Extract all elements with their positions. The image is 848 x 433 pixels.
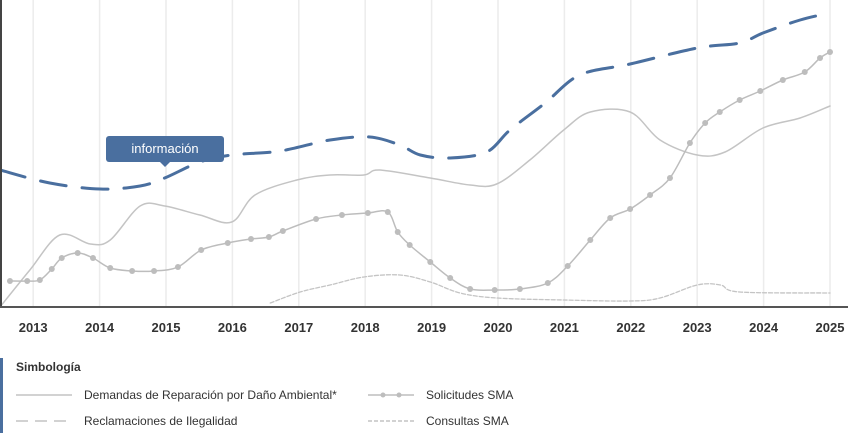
x-tick-label: 2014 (85, 320, 115, 335)
data-point (647, 192, 654, 198)
data-point (716, 109, 723, 115)
x-tick-label: 2025 (815, 320, 845, 335)
data-point (827, 49, 833, 55)
info-tooltip[interactable]: información (106, 136, 224, 167)
data-point (151, 268, 158, 274)
data-point (198, 247, 205, 253)
data-point (247, 236, 254, 242)
data-point (801, 69, 808, 75)
data-point (338, 212, 345, 218)
x-tick-label: 2017 (284, 320, 314, 335)
data-point (74, 250, 81, 256)
data-point (779, 77, 786, 83)
data-point (265, 234, 272, 240)
data-point (384, 209, 391, 215)
x-tick-label: 2015 (151, 320, 181, 335)
data-point (364, 210, 371, 216)
x-tick-label: 2020 (483, 320, 513, 335)
data-point (313, 216, 320, 222)
x-tick-label: 2019 (417, 320, 447, 335)
data-point (564, 263, 571, 269)
data-point (627, 206, 634, 212)
legend-item-reclamaciones[interactable]: Reclamaciones de Ilegalidad (16, 414, 237, 428)
dotted-line-swatch-icon (368, 392, 414, 398)
data-point (129, 268, 136, 274)
x-tick-label: 2023 (682, 320, 712, 335)
data-point (817, 55, 824, 61)
data-point (107, 265, 114, 271)
solid-line-swatch-icon (16, 394, 72, 396)
data-point (24, 278, 31, 284)
data-point (224, 240, 231, 246)
legend-label: Reclamaciones de Ilegalidad (84, 414, 238, 428)
series-line-consultas-sma (269, 274, 831, 304)
data-point (516, 286, 523, 292)
data-point (467, 286, 474, 292)
x-tick-label: 2024 (749, 320, 779, 335)
legend-item-solicitudes[interactable]: Solicitudes SMA (368, 388, 513, 402)
x-tick-label: 2013 (18, 320, 48, 335)
series-line-solicitudes-sma (9, 51, 831, 291)
data-point (36, 277, 43, 283)
x-tick-label: 2016 (217, 320, 247, 335)
data-point (544, 280, 551, 286)
data-point (89, 255, 96, 261)
data-point (174, 264, 181, 270)
data-point (427, 259, 434, 265)
data-point (607, 215, 614, 221)
x-tick-label: 2021 (549, 320, 579, 335)
data-point (587, 237, 594, 243)
data-point (58, 255, 65, 261)
x-tick-label: 2022 (616, 320, 646, 335)
data-point (491, 287, 498, 293)
data-point (6, 278, 13, 284)
series-line-reclamaciones-de-ilegalidad (0, 11, 832, 191)
data-point (279, 228, 286, 234)
legend: Simbología Demandas de Reparación por Da… (0, 358, 848, 433)
dashed-line-swatch-icon (16, 420, 72, 422)
legend-label: Demandas de Reparación por Daño Ambienta… (84, 388, 337, 402)
data-point (48, 266, 55, 272)
data-point (394, 229, 401, 235)
series-line-demandas-de-reparaci-n-por-da-o-ambiental- (0, 105, 831, 308)
data-point (757, 88, 764, 94)
data-point (666, 175, 673, 181)
legend-title: Simbología (16, 360, 81, 374)
x-tick-label: 2018 (350, 320, 380, 335)
legend-item-consultas[interactable]: Consultas SMA (368, 414, 509, 428)
short-dash-swatch-icon (368, 420, 414, 422)
data-point (702, 120, 709, 126)
legend-label: Solicitudes SMA (426, 388, 514, 402)
data-point (406, 242, 413, 248)
legend-label: Consultas SMA (426, 414, 509, 428)
data-point (447, 275, 454, 281)
data-point (686, 140, 693, 146)
data-point (736, 97, 743, 103)
line-chart (0, 0, 848, 308)
legend-item-demandas[interactable]: Demandas de Reparación por Daño Ambienta… (16, 388, 337, 402)
